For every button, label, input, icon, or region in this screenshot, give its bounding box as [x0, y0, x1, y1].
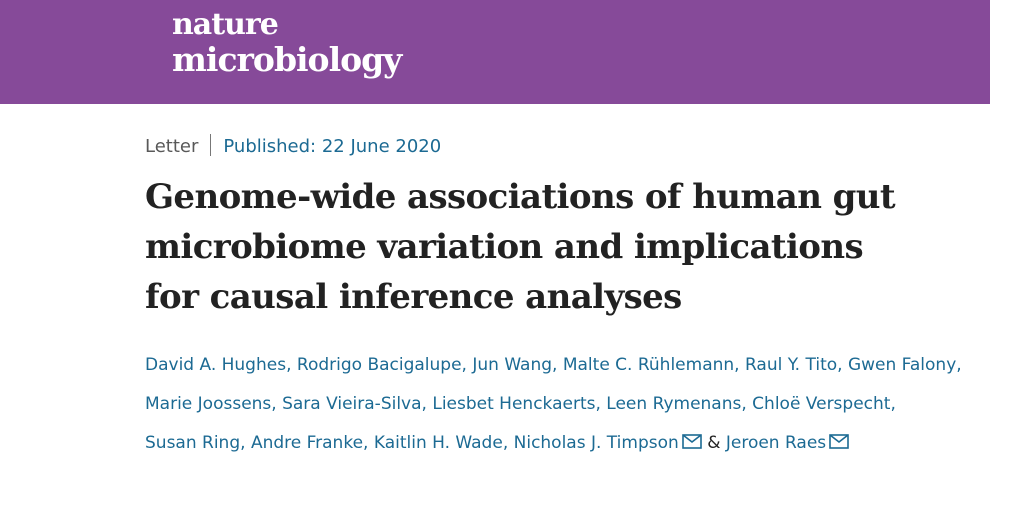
- author-separator: ,: [734, 355, 745, 375]
- author-item[interactable]: David A. Hughes,: [145, 355, 297, 375]
- author-name[interactable]: Andre Franke: [250, 433, 364, 453]
- author-item[interactable]: Malte C. Rühlemann,: [563, 355, 745, 375]
- title-line-1: Genome-wide associations of human gut: [145, 177, 896, 217]
- author-separator: ,: [461, 355, 473, 375]
- author-name[interactable]: Rodrigo Bacigalupe: [296, 355, 462, 375]
- author-item[interactable]: Marie Joossens,: [145, 394, 282, 414]
- author-name[interactable]: Raul Y. Tito: [744, 355, 838, 375]
- author-name[interactable]: Sara Vieira-Silva: [282, 394, 422, 414]
- author-separator: ,: [271, 394, 283, 414]
- author-separator: ,: [741, 394, 753, 414]
- author-name[interactable]: Chloë Verspecht: [752, 394, 891, 414]
- author-item[interactable]: Gwen Falony,: [848, 355, 962, 375]
- author-name[interactable]: David A. Hughes: [145, 355, 287, 375]
- author-item[interactable]: Jun Wang,: [472, 355, 562, 375]
- author-item[interactable]: Jeroen Raes: [726, 433, 849, 453]
- author-name[interactable]: Malte C. Rühlemann: [562, 355, 735, 375]
- author-separator: ,: [595, 394, 607, 414]
- author-item[interactable]: Raul Y. Tito,: [745, 355, 848, 375]
- envelope-icon[interactable]: [829, 433, 849, 449]
- meta-divider: [210, 134, 212, 156]
- author-item[interactable]: Chloë Verspecht,: [752, 394, 896, 414]
- author-separator: ,: [837, 355, 848, 375]
- author-name[interactable]: Nicholas J. Timpson: [513, 433, 679, 453]
- author-name[interactable]: Jeroen Raes: [725, 433, 827, 453]
- author-ampersand: &: [707, 433, 721, 453]
- logo-line-nature: nature: [172, 7, 279, 42]
- author-separator: ,: [363, 433, 374, 453]
- logo-line-microbiology: microbiology: [172, 40, 402, 79]
- author-item[interactable]: Susan Ring,: [145, 433, 251, 453]
- journal-banner: nature microbiology: [0, 0, 990, 104]
- title-line-3: for causal inference analyses: [145, 277, 682, 317]
- author-name[interactable]: Leen Rymenans: [606, 394, 742, 414]
- author-separator: ,: [956, 355, 962, 375]
- author-name[interactable]: Gwen Falony: [847, 355, 957, 375]
- author-item[interactable]: Kaitlin H. Wade,: [374, 433, 514, 453]
- author-item[interactable]: Rodrigo Bacigalupe,: [297, 355, 472, 375]
- author-name[interactable]: Susan Ring: [145, 433, 241, 453]
- published-date: Published: 22 June 2020: [223, 136, 442, 157]
- author-name[interactable]: Liesbet Henckaerts: [432, 394, 596, 414]
- author-name[interactable]: Marie Joossens: [145, 394, 272, 414]
- author-name[interactable]: Jun Wang: [472, 355, 553, 375]
- article-type: Letter: [145, 136, 199, 157]
- author-item[interactable]: Leen Rymenans,: [606, 394, 752, 414]
- author-separator: ,: [240, 433, 251, 453]
- author-separator: ,: [502, 433, 514, 453]
- author-item[interactable]: Liesbet Henckaerts,: [432, 394, 606, 414]
- title-line-2: microbiome variation and implications: [145, 227, 864, 267]
- envelope-icon[interactable]: [681, 433, 702, 449]
- author-item[interactable]: Nicholas J. Timpson &: [514, 433, 726, 453]
- author-name[interactable]: Kaitlin H. Wade: [373, 433, 503, 453]
- author-separator: ,: [286, 355, 297, 375]
- author-separator: ,: [890, 394, 896, 414]
- author-item[interactable]: Andre Franke,: [251, 433, 374, 453]
- author-item[interactable]: Sara Vieira-Silva,: [282, 394, 432, 414]
- author-list: David A. Hughes, Rodrigo Bacigalupe, Jun…: [145, 346, 1005, 463]
- article-meta: Letter Published: 22 June 2020: [145, 134, 441, 160]
- article-title: Genome-wide associations of human gut mi…: [145, 172, 1005, 322]
- journal-logo[interactable]: nature microbiology: [172, 7, 402, 79]
- author-separator: ,: [552, 355, 563, 375]
- author-separator: ,: [421, 394, 433, 414]
